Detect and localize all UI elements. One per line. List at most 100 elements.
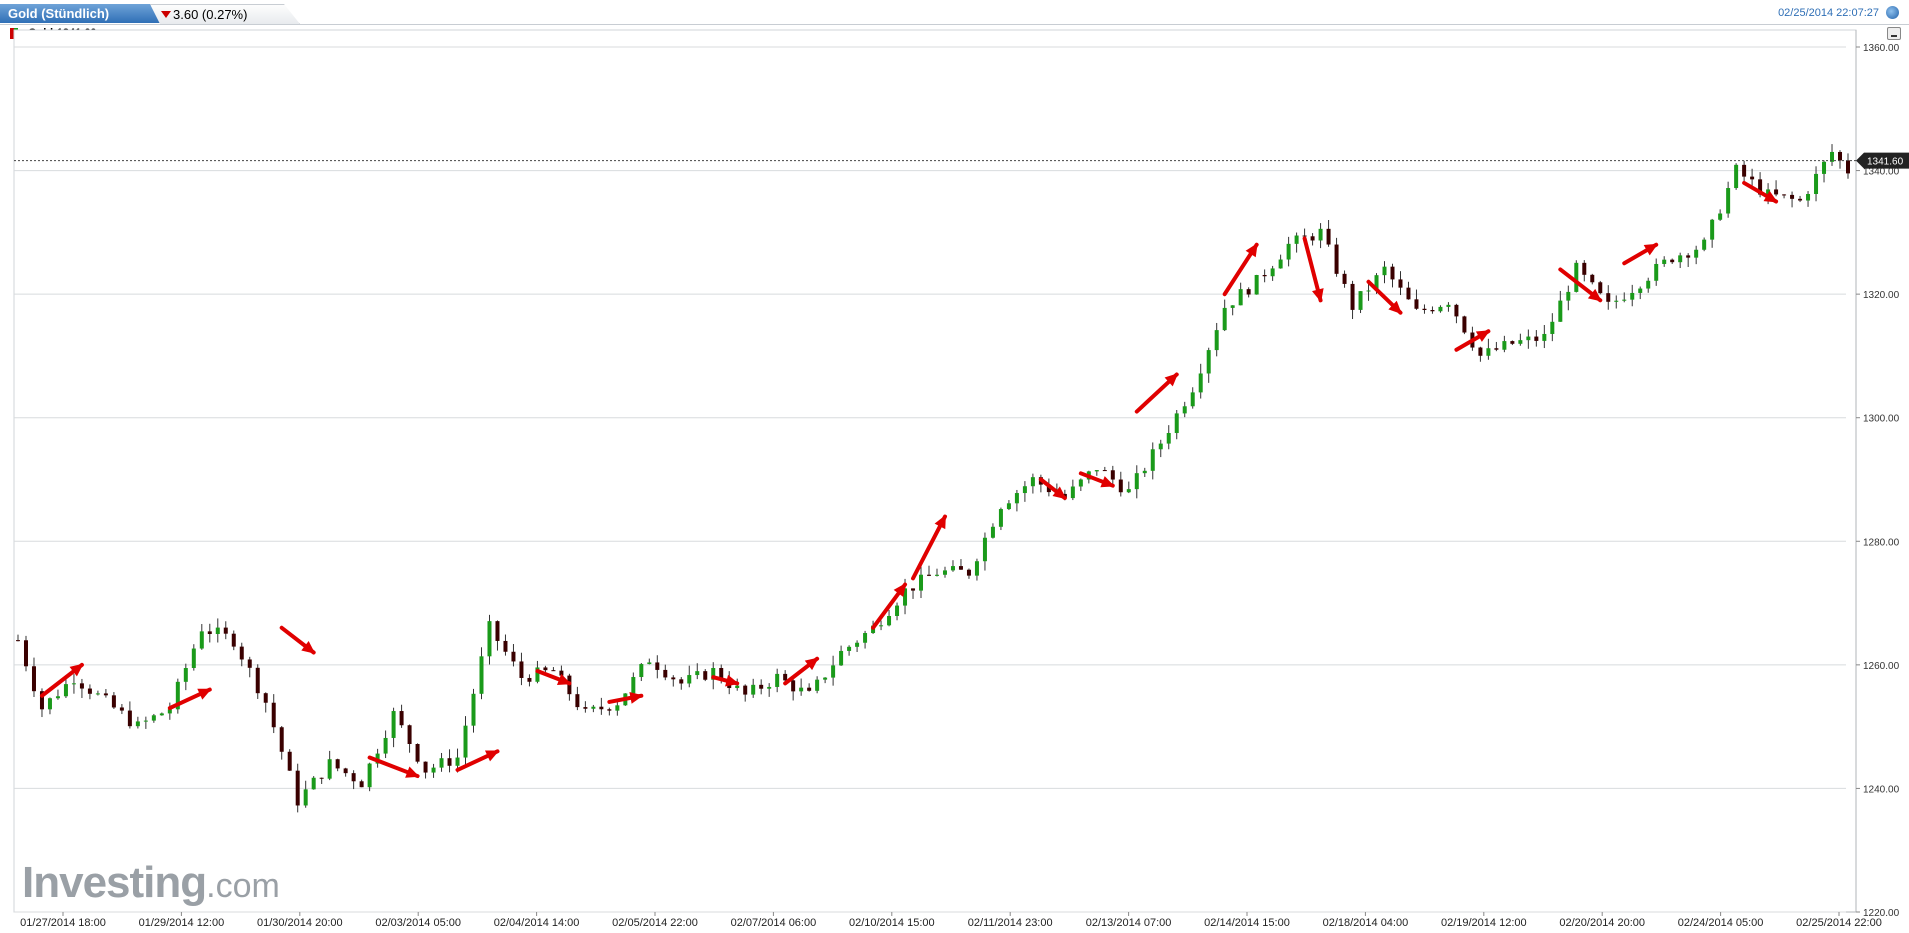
trend-arrow-head (484, 750, 500, 762)
y-tick-label: 1240.00 (1863, 784, 1900, 795)
candle (855, 642, 860, 647)
x-tick-label: 02/07/2014 06:00 (731, 917, 817, 929)
candle (998, 509, 1003, 527)
candle (79, 683, 84, 689)
candle (1542, 333, 1547, 341)
candle (351, 773, 356, 782)
candle (247, 659, 252, 668)
candle (1806, 193, 1811, 201)
candle (135, 721, 140, 727)
x-tick-label: 02/03/2014 05:00 (375, 917, 461, 929)
candle (1550, 321, 1555, 334)
candle (1726, 188, 1731, 214)
candle (111, 695, 116, 708)
candle (1374, 275, 1379, 291)
candle (1510, 341, 1515, 344)
candle (1222, 307, 1227, 331)
candle (479, 656, 484, 694)
candle (183, 668, 188, 682)
down-arrow-icon (161, 11, 171, 18)
candle (974, 561, 979, 576)
candle (1198, 373, 1203, 393)
candle (223, 627, 228, 634)
candle (599, 706, 604, 710)
candle (1758, 179, 1763, 195)
candle (783, 673, 788, 681)
candle (759, 684, 764, 689)
candle (1358, 291, 1363, 310)
candle (1790, 194, 1795, 199)
x-tick-label: 02/11/2014 23:00 (968, 917, 1053, 929)
candle (1526, 336, 1531, 341)
candle (919, 574, 924, 591)
minimize-button[interactable] (1887, 27, 1901, 40)
candle (271, 702, 276, 728)
candle (1366, 290, 1371, 292)
candle (127, 710, 132, 727)
candle (455, 757, 460, 766)
candle (151, 715, 156, 721)
candle (327, 759, 332, 779)
candle (503, 640, 508, 652)
candle (1294, 235, 1299, 244)
y-tick-label: 1300.00 (1863, 414, 1900, 425)
candle (303, 789, 308, 806)
x-tick-label: 02/05/2014 22:00 (612, 917, 698, 929)
x-tick-label: 01/27/2014 18:00 (20, 917, 106, 929)
candle (16, 640, 20, 642)
candle (1070, 486, 1075, 499)
investing-logo: Investing.com (22, 858, 280, 908)
candle (607, 709, 612, 711)
trend-arrow (911, 514, 947, 581)
trend-arrow-head (1643, 243, 1658, 256)
candle (934, 574, 939, 576)
candle (343, 768, 348, 774)
candle (1830, 151, 1835, 162)
trend-arrow-head (301, 641, 316, 654)
candle (423, 761, 428, 773)
candle (1534, 336, 1539, 341)
candle (1102, 470, 1107, 472)
candle (1254, 275, 1259, 295)
candle (175, 681, 180, 710)
trend-arrow-head (556, 673, 572, 686)
candle (1166, 433, 1171, 444)
trend-arrow-head (1052, 486, 1067, 500)
candle (1838, 151, 1843, 161)
candle (1582, 262, 1587, 275)
candle (1414, 299, 1419, 309)
trend-arrow-head (1388, 300, 1402, 315)
candle (263, 693, 268, 703)
candle (119, 707, 124, 711)
divider (0, 24, 1909, 25)
candle (1118, 479, 1123, 493)
trend-arrow-head (1312, 288, 1324, 303)
candle (895, 605, 900, 616)
candle (1662, 259, 1667, 264)
candle (295, 770, 300, 806)
candle (103, 693, 108, 696)
candle (551, 670, 556, 672)
instrument-tab[interactable]: Gold (Stündlich) (0, 4, 160, 23)
candle (1350, 283, 1355, 310)
candle (1078, 479, 1083, 487)
x-tick-label: 02/18/2014 04:00 (1323, 917, 1409, 929)
trend-arrow-head (893, 582, 907, 597)
candle (439, 758, 444, 768)
candle (1246, 289, 1251, 295)
trend-arrow-head (1100, 476, 1115, 488)
candle (159, 713, 164, 716)
x-tick-label: 01/29/2014 12:00 (139, 917, 225, 929)
candle (687, 675, 692, 684)
candle (239, 646, 244, 660)
candle (1822, 161, 1827, 174)
logo-suffix: .com (206, 867, 280, 905)
candle (1438, 306, 1443, 312)
refresh-icon[interactable] (1886, 6, 1899, 19)
candle (447, 758, 452, 766)
x-tick-label: 01/30/2014 20:00 (257, 917, 343, 929)
candle (663, 669, 668, 678)
candle (911, 588, 916, 591)
candle (391, 711, 396, 738)
